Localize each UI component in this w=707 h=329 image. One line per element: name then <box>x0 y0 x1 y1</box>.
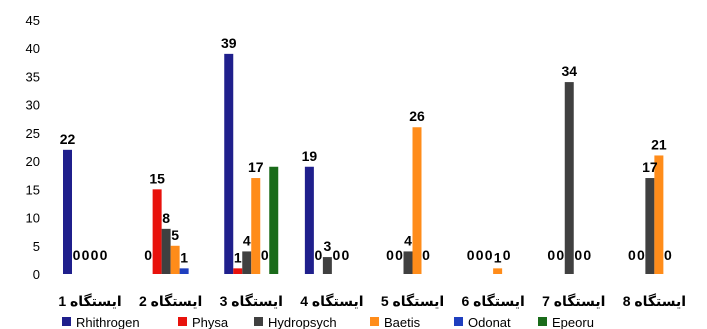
data-label: 39 <box>221 35 237 51</box>
data-label: 0 <box>73 247 81 263</box>
y-tick-label: 15 <box>26 182 40 197</box>
y-tick-label: 10 <box>26 211 40 226</box>
legend-label: Baetis <box>384 315 421 329</box>
bar-hydropsych <box>645 178 655 274</box>
y-axis-ticks: 0 5 10 15 20 25 30 35 40 45 <box>26 13 40 282</box>
data-label: 4 <box>243 232 251 248</box>
bar-odonat <box>179 268 189 274</box>
data-label: 0 <box>556 247 564 263</box>
data-label: 17 <box>248 159 264 175</box>
category-label: ایستگاه 5 <box>381 293 444 309</box>
bar-epeoru <box>269 166 279 274</box>
data-label: 0 <box>314 247 322 263</box>
data-label: 19 <box>302 148 318 164</box>
data-label: 5 <box>171 227 179 243</box>
bar-baetis <box>654 155 664 274</box>
legend-label: Hydropsych <box>268 315 337 329</box>
y-tick-label: 35 <box>26 69 40 84</box>
data-label: 0 <box>422 247 430 263</box>
data-label: 0 <box>395 247 403 263</box>
category-label: ایستگاه 6 <box>461 293 524 309</box>
data-label: 8 <box>162 210 170 226</box>
legend-label: Physa <box>192 315 229 329</box>
data-label: 0 <box>664 247 672 263</box>
data-label: 21 <box>651 136 667 152</box>
data-label: 1 <box>494 249 502 265</box>
data-label: 0 <box>503 247 511 263</box>
data-label: 1 <box>180 249 188 265</box>
legend-swatch-baetis <box>370 317 379 326</box>
bar-hydropsych <box>564 82 574 274</box>
bar-hydropsych <box>161 228 171 274</box>
bar-hydropsych <box>403 251 413 274</box>
category-label: ایستگاه 2 <box>139 293 202 309</box>
y-tick-label: 20 <box>26 154 40 169</box>
data-label: 0 <box>82 247 90 263</box>
legend-label: Epeoru <box>552 315 594 329</box>
bar-rhithrogen <box>304 166 314 274</box>
category-labels: ایستگاه 1 ایستگاه 2 ایستگاه 3 ایستگاه 4 ایست… <box>58 293 686 309</box>
legend-swatch-hydropsych <box>254 317 263 326</box>
data-label: 0 <box>574 247 582 263</box>
data-label: 0 <box>100 247 108 263</box>
category-label: ایستگاه 1 <box>58 293 121 309</box>
bar-hydropsych <box>242 251 252 274</box>
data-label: 3 <box>323 238 331 254</box>
y-tick-label: 45 <box>26 13 40 28</box>
y-tick-label: 30 <box>26 98 40 113</box>
data-label: 0 <box>485 247 493 263</box>
bars <box>63 53 664 274</box>
legend-label: Rhithrogen <box>76 315 140 329</box>
bar-baetis <box>251 178 261 274</box>
legend-swatch-epeoru <box>538 317 547 326</box>
legend-swatch-odonat <box>454 317 463 326</box>
y-tick-label: 40 <box>26 41 40 56</box>
category-label: ایستگاه 8 <box>623 293 686 309</box>
data-label: 34 <box>561 63 577 79</box>
category-label: ایستگاه 3 <box>220 293 283 309</box>
bar-rhithrogen <box>63 149 72 274</box>
bar-baetis <box>493 268 503 274</box>
data-label: 26 <box>409 108 425 124</box>
bar-baetis <box>412 127 422 274</box>
bar-physa <box>233 268 243 274</box>
data-label: 0 <box>386 247 394 263</box>
data-label: 0 <box>144 247 152 263</box>
data-label: 0 <box>628 247 636 263</box>
y-tick-label: 5 <box>33 239 40 254</box>
y-tick-label: 25 <box>26 126 40 141</box>
data-label: 0 <box>91 247 99 263</box>
bar-baetis <box>170 245 180 274</box>
data-label: 0 <box>332 247 340 263</box>
data-label: 0 <box>476 247 484 263</box>
legend-swatch-rhithrogen <box>62 317 71 326</box>
category-label: ایستگاه 4 <box>300 293 363 309</box>
legend-label: Odonat <box>468 315 511 329</box>
data-label: 4 <box>404 232 412 248</box>
data-label: 15 <box>149 170 165 186</box>
bar-hydropsych <box>322 257 332 274</box>
legend: Rhithrogen Physa Hydropsych Baetis Odonat Epe… <box>62 315 594 329</box>
data-label: 0 <box>637 247 645 263</box>
bar-physa <box>152 189 162 274</box>
data-label: 22 <box>60 131 76 147</box>
data-label: 1 <box>234 249 242 265</box>
data-label: 0 <box>341 247 349 263</box>
bar-rhithrogen <box>224 53 234 274</box>
y-tick-label: 0 <box>33 267 40 282</box>
category-label: ایستگاه 7 <box>542 293 605 309</box>
data-label: 17 <box>642 159 658 175</box>
data-label: 0 <box>261 247 269 263</box>
data-label: 0 <box>467 247 475 263</box>
data-label: 0 <box>583 247 591 263</box>
data-label: 0 <box>547 247 555 263</box>
legend-swatch-physa <box>178 317 187 326</box>
